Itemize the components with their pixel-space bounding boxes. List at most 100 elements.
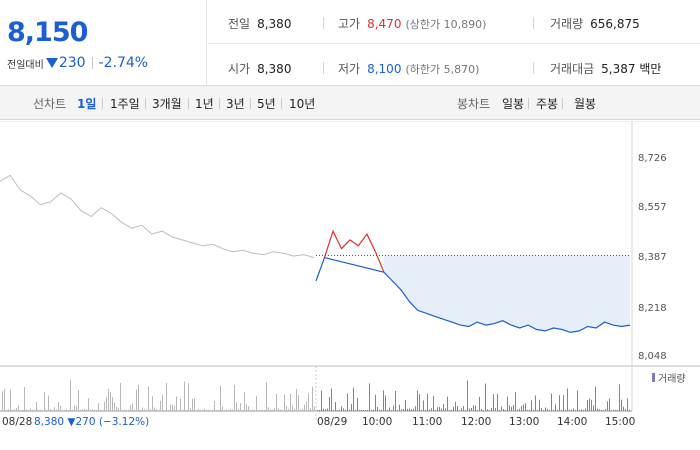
volume-bar (254, 410, 255, 411)
volume-bar (349, 409, 350, 411)
volume-bar (124, 409, 125, 411)
volume-bar (407, 408, 408, 411)
volume-bar (485, 383, 486, 411)
volume-bar (381, 410, 382, 411)
volume-bar (473, 405, 474, 411)
x-tick-label: 13:00 (509, 416, 539, 428)
tab-5year[interactable]: 5년 (257, 97, 276, 111)
volume-bar (312, 386, 313, 411)
tab-weekly-candle[interactable]: 주봉 (536, 97, 559, 111)
volume-bar (517, 409, 518, 411)
stat-high: 고가 8,470 (상한가 10,890) (338, 15, 486, 32)
lower-limit: (하한가 5,870) (405, 63, 480, 76)
stat-value: 5,387 백만 (601, 62, 662, 76)
volume-bar (60, 406, 61, 411)
volume-bar (571, 409, 572, 411)
tab-10year[interactable]: 10년 (289, 97, 316, 111)
volume-bar (589, 398, 590, 411)
volume-bar (593, 405, 594, 411)
volume-bar (423, 400, 424, 411)
stat-value: 8,470 (367, 17, 402, 31)
tab-3month[interactable]: 3개월 (152, 97, 182, 111)
volume-bar (615, 409, 616, 411)
candle-chart-title: 봉차트 (457, 97, 491, 111)
stat-value: 8,380 (257, 17, 292, 31)
volume-bar (385, 395, 386, 411)
volume-bar (625, 409, 626, 411)
volume-bar (168, 410, 169, 411)
volume-bar (431, 408, 432, 411)
stat-label: 고가 (338, 17, 361, 31)
volume-bar (361, 409, 362, 411)
volume-bar (304, 404, 305, 411)
tab-3year[interactable]: 3년 (226, 97, 245, 111)
volume-bar (417, 390, 418, 411)
volume-bar (196, 410, 197, 411)
volume-bar (72, 409, 73, 411)
volume-bar (150, 409, 151, 411)
volume-bar (248, 406, 249, 411)
volume-bar (78, 389, 79, 411)
volume-bar (146, 410, 147, 411)
tab-monthly-candle[interactable]: 월봉 (574, 97, 597, 111)
volume-bar (264, 409, 265, 411)
volume-bar (495, 408, 496, 411)
tab-daily-candle[interactable]: 일봉 (502, 97, 525, 111)
volume-bar (180, 398, 181, 411)
volume-bar (8, 409, 9, 411)
divider (281, 98, 282, 109)
change-row: 전일대비 230 -2.74% (7, 55, 148, 71)
volume-bar (208, 409, 209, 411)
tab-1day[interactable]: 1일 (77, 97, 97, 111)
volume-bar (543, 410, 544, 411)
price-chart[interactable]: 8,726 8,557 8,387 8,218 8,048 거래량 08/28 … (0, 121, 700, 450)
volume-bar (84, 408, 85, 411)
volume-bar (405, 399, 406, 411)
volume-bar (114, 402, 115, 411)
volume-bar (567, 388, 568, 411)
volume-bar (533, 410, 534, 411)
volume-bar (409, 408, 410, 411)
volume-bar (367, 409, 368, 411)
stat-open: 시가 8,380 (228, 60, 291, 77)
volume-bars (2, 380, 630, 411)
volume-bar (258, 410, 259, 411)
volume-bar (28, 410, 29, 411)
volume-bar (353, 387, 354, 411)
volume-bar (501, 406, 502, 411)
tab-1week[interactable]: 1주일 (110, 97, 140, 111)
volume-bar (4, 388, 5, 411)
volume-bar (252, 409, 253, 411)
volume-bar (393, 405, 394, 411)
volume-bar (387, 409, 388, 411)
volume-bar (395, 391, 396, 411)
volume-bar (565, 410, 566, 411)
divider (533, 62, 534, 74)
volume-bar (16, 408, 17, 411)
volume-bar (292, 405, 293, 411)
volume-bar (519, 408, 520, 411)
volume-bar (298, 395, 299, 411)
volume-bar (507, 396, 508, 411)
volume-bar (250, 409, 251, 411)
volume-bar (202, 409, 203, 411)
volume-bar (515, 392, 516, 411)
below-reference-area (383, 255, 630, 333)
volume-bar (44, 392, 45, 411)
volume-bar (327, 408, 328, 411)
volume-bar (138, 384, 139, 411)
volume-bar (120, 383, 121, 411)
volume-bar (118, 408, 119, 411)
volume-bar (481, 408, 482, 411)
volume-bar (579, 410, 580, 411)
volume-bar (296, 388, 297, 411)
volume-bar (38, 409, 39, 411)
volume-bar (601, 410, 602, 411)
volume-bar (246, 404, 247, 411)
series-line-08-29-above (323, 229, 385, 273)
volume-bar (469, 408, 470, 411)
tab-1year[interactable]: 1년 (195, 97, 214, 111)
volume-bar (581, 409, 582, 411)
volume-bar (286, 405, 287, 411)
volume-bar (94, 409, 95, 411)
